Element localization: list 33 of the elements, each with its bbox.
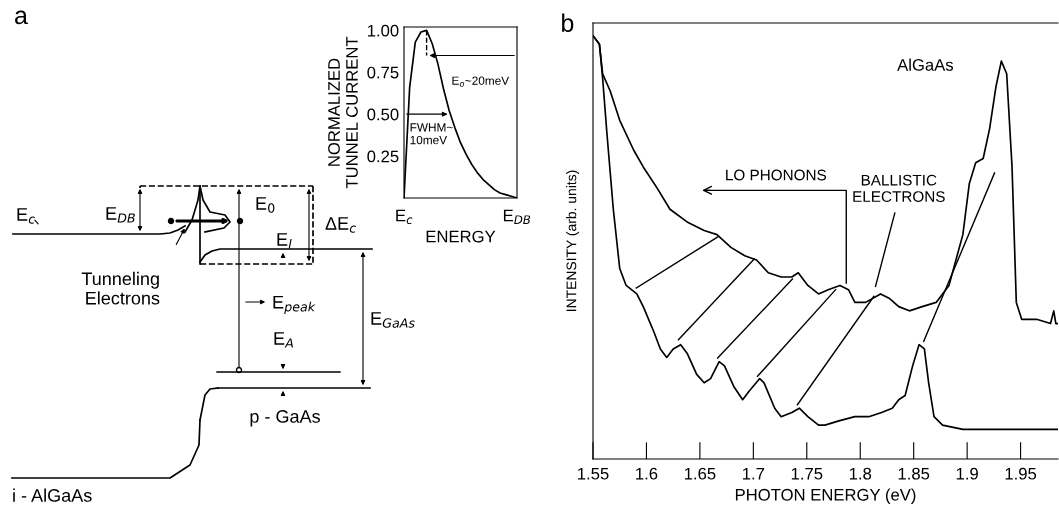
annotation: AlGaAs	[897, 58, 954, 71]
y-tick-label: 1.00	[367, 24, 399, 37]
y-axis-title: INTENSITY (arb. units)	[566, 170, 580, 311]
text: E$_{0}$	[256, 197, 275, 213]
x-axis-title: ENERGY	[426, 230, 496, 243]
annotation: E$_{o}$~20meV	[452, 76, 510, 87]
x-axis-title: PHOTON ENERGY (eV)	[735, 488, 916, 504]
annotation: FWHM~ 10meV	[410, 123, 453, 145]
x-tick-label: 1.75	[791, 467, 823, 480]
text: Tunneling Electrons	[81, 271, 160, 305]
text: a	[15, 10, 28, 25]
text: i - AlGaAs	[13, 488, 92, 502]
x-tick-label: 1.7	[743, 467, 765, 480]
annotation: BALLISTIC ELECTRONS	[853, 174, 945, 202]
x-tick-label: 1.95	[1005, 467, 1037, 480]
x-tick-label: 1.85	[898, 467, 930, 480]
text: E$_{GaAs}$	[371, 312, 415, 328]
text: E$_{peak}$	[273, 295, 316, 314]
text: p - GaAs	[250, 410, 320, 427]
x-tick-label: 1.8	[849, 467, 872, 480]
x-tick-label: 1.65	[684, 467, 716, 480]
text: E$_{l}$	[277, 233, 292, 249]
y-axis-title: NORMALIZED TUNNEL CURRENT	[328, 36, 358, 189]
text: E$_{A}$	[274, 332, 293, 348]
y-tick-label: 0.25	[367, 150, 399, 163]
annotation: LO PHONONS	[726, 169, 827, 181]
y-tick-label: 0.50	[367, 108, 399, 121]
x-tick-label: 1.9	[956, 467, 978, 480]
y-tick-label: 0.75	[367, 66, 399, 79]
chart-title: b	[562, 13, 574, 32]
x-tick-label: 1.6	[636, 467, 658, 480]
x-tick-label: 1.55	[578, 467, 609, 480]
text: ΔE$_{c}$	[325, 217, 357, 233]
